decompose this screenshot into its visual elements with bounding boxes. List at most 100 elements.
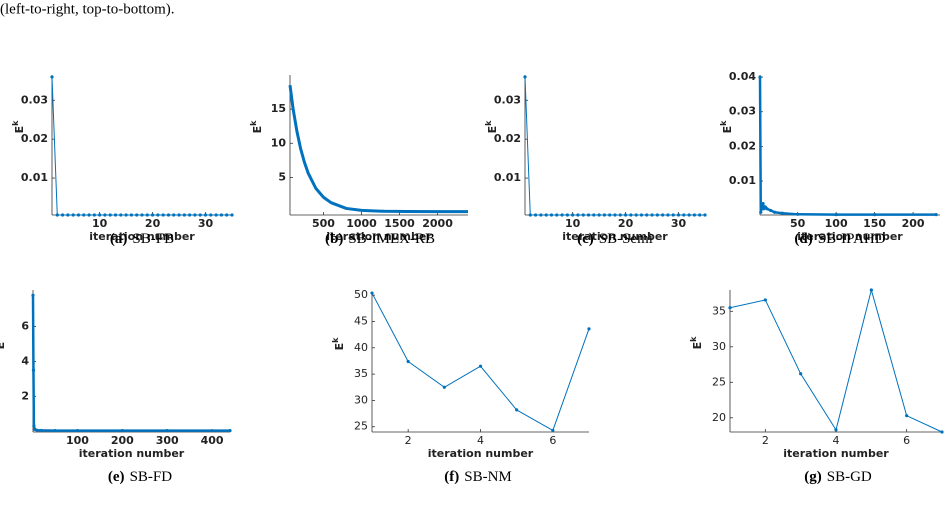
data-point bbox=[551, 428, 555, 433]
data-point bbox=[165, 429, 169, 433]
data-point bbox=[31, 368, 36, 372]
data-point bbox=[228, 429, 232, 433]
data-point bbox=[608, 213, 612, 217]
y-axis-label: Ek bbox=[249, 120, 265, 134]
data-point bbox=[523, 75, 527, 79]
data-point bbox=[597, 213, 601, 217]
data-point bbox=[166, 213, 171, 217]
data-point bbox=[119, 213, 123, 217]
x-axis-label: iteration number bbox=[428, 447, 534, 460]
y-tick-label: 0.02 bbox=[21, 132, 48, 145]
data-point bbox=[703, 213, 707, 217]
y-tick-label: 20 bbox=[712, 411, 726, 424]
data-point bbox=[113, 213, 118, 217]
data-point bbox=[92, 213, 96, 217]
data-point bbox=[172, 213, 176, 217]
data-point bbox=[406, 359, 410, 364]
subcaption-text: SB-FB bbox=[132, 231, 174, 247]
y-tick-label: 0.03 bbox=[21, 93, 48, 106]
x-axis-label: iteration number bbox=[89, 230, 195, 243]
data-point bbox=[39, 428, 44, 433]
data-point bbox=[544, 213, 548, 217]
data-point bbox=[156, 213, 160, 217]
subcaption: (f) SB-NM bbox=[444, 469, 512, 485]
subplot: 2 4 6 100 200 300 400 iteration number Ek (e) SB-F… bbox=[0, 290, 232, 485]
subcaption-label: (b) bbox=[325, 231, 343, 247]
data-point bbox=[905, 414, 909, 418]
x-tick-label: 4 bbox=[477, 434, 484, 447]
data-point bbox=[587, 327, 591, 331]
data-point bbox=[193, 213, 197, 217]
x-tick-label: 200 bbox=[902, 217, 925, 230]
data-point bbox=[198, 213, 202, 217]
x-tick-label: 20 bbox=[145, 217, 161, 230]
y-tick-label: 45 bbox=[354, 314, 368, 327]
data-point bbox=[150, 213, 155, 217]
subcaption-text: SB-GD bbox=[827, 469, 872, 485]
data-point bbox=[82, 213, 86, 217]
y-axis-label-base: E bbox=[13, 126, 26, 134]
subcaption-label: (e) bbox=[108, 469, 125, 485]
subcaption: (d) SB-IPAHD bbox=[794, 231, 885, 247]
data-point bbox=[796, 212, 800, 216]
y-tick-label: 0.03 bbox=[494, 93, 521, 106]
data-point bbox=[666, 213, 670, 217]
data-point bbox=[655, 213, 659, 217]
data-line bbox=[288, 85, 468, 214]
subcaption-label: (c) bbox=[577, 231, 594, 247]
data-point bbox=[478, 364, 483, 368]
data-point bbox=[549, 213, 554, 217]
data-point bbox=[650, 213, 654, 217]
x-tick-label: 2000 bbox=[422, 217, 453, 230]
y-axis-label-base: E bbox=[251, 126, 264, 134]
y-axis-label-superscript: k bbox=[0, 336, 1, 342]
data-point bbox=[869, 288, 873, 292]
data-point bbox=[55, 213, 59, 217]
data-point bbox=[639, 213, 644, 217]
data-point bbox=[934, 213, 938, 217]
data-point bbox=[135, 213, 139, 217]
x-axis-label: iteration number bbox=[797, 230, 903, 243]
data-point bbox=[35, 428, 39, 432]
data-line bbox=[729, 289, 943, 433]
data-point bbox=[645, 213, 649, 217]
data-point bbox=[50, 75, 54, 79]
x-tick-label: 500 bbox=[312, 217, 335, 230]
subplot: 25 30 35 40 45 50 2 4 6 iteration number Ek (f) SB-N… bbox=[331, 288, 591, 485]
y-tick-label: 6 bbox=[21, 320, 29, 333]
data-point bbox=[161, 213, 165, 217]
subcaption: (a) SB-FB bbox=[110, 231, 174, 247]
y-tick-label: 0.02 bbox=[494, 132, 521, 145]
x-tick-label: 4 bbox=[833, 434, 840, 447]
data-point bbox=[533, 213, 538, 217]
y-tick-label: 10 bbox=[271, 136, 287, 149]
data-point bbox=[676, 213, 681, 217]
y-tick-label: 40 bbox=[354, 341, 368, 354]
data-point bbox=[124, 213, 128, 217]
data-point bbox=[32, 424, 36, 428]
data-point bbox=[219, 213, 224, 217]
data-point bbox=[602, 213, 607, 217]
y-axis-label: Ek bbox=[484, 120, 500, 134]
data-point bbox=[834, 213, 838, 217]
data-point bbox=[761, 201, 765, 206]
x-tick-label: 100 bbox=[825, 217, 848, 230]
data-point bbox=[71, 213, 75, 217]
y-tick-label: 5 bbox=[278, 170, 286, 183]
data-point bbox=[140, 213, 144, 217]
subplot: 20 25 30 35 2 4 6 iteration number Ek (g) SB-GD bbox=[689, 288, 944, 485]
data-point bbox=[728, 306, 732, 310]
y-tick-label: 30 bbox=[712, 340, 726, 353]
y-tick-label: 25 bbox=[712, 375, 726, 388]
subcaption-label: (d) bbox=[794, 231, 812, 247]
data-line bbox=[758, 77, 937, 216]
y-axis-label-base: E bbox=[721, 126, 734, 134]
x-axis-label: iteration number bbox=[326, 230, 432, 243]
y-axis-label-superscript: k bbox=[331, 337, 340, 343]
data-point bbox=[692, 213, 697, 217]
y-tick-label: 4 bbox=[21, 354, 29, 367]
